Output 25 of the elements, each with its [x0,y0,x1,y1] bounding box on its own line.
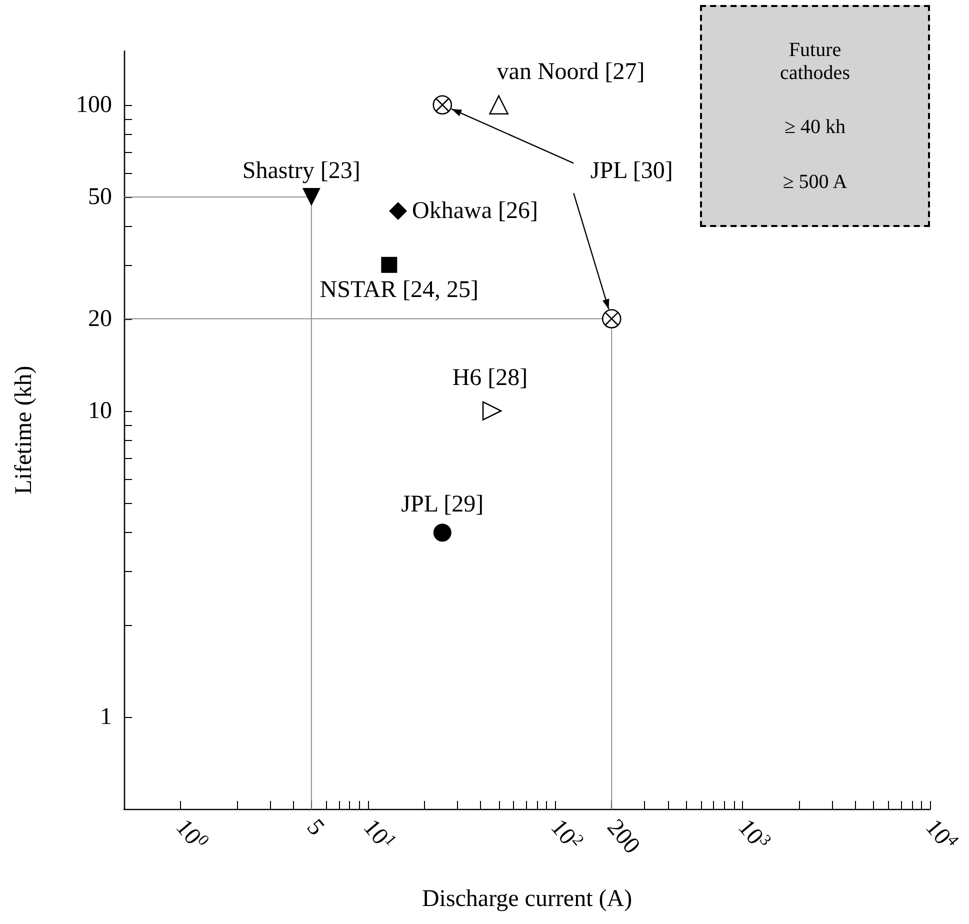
x-axis-title: Discharge current (A) [422,886,632,912]
y-tick-label: 1 [100,704,112,730]
x-tick-label: 5 [301,814,330,841]
annotation: Future cathodes [779,38,851,84]
annotation: ≥ 500 A [782,170,848,194]
series-label: Shastry [23] [242,158,360,184]
text: JPL [30] [590,158,673,184]
series-label: JPL [29] [401,492,484,518]
series-label: van Noord [27] [496,59,645,86]
y-axis-title: Lifetime (kh) [11,366,37,494]
dashed-box: Future cathodes ≥ 40 kh ≥ 500 A [700,5,930,227]
x-tick-label: 100 [170,814,212,850]
y-tick-label: 50 [88,184,112,210]
series-label: H6 [28] [452,365,528,392]
annotation: ≥ 40 kh [784,116,846,139]
y-tick-label: 100 [76,92,112,118]
x-tick-label: 104 [920,814,962,850]
x-tick-label: 103 [732,814,774,850]
y-tick-label: 10 [88,398,112,424]
x-tick-label: 102 [545,814,587,850]
x-tick-label: 101 [358,814,400,850]
series-label: Okhawa [26] [412,198,538,224]
x-tick-label: 200 [602,814,645,859]
series-label: NSTAR [24, 25] [320,276,479,303]
y-tick-label: 20 [88,306,112,332]
